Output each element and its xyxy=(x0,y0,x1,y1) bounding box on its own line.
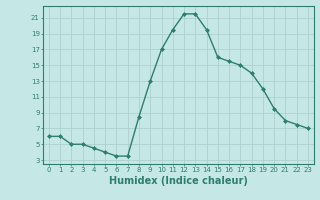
X-axis label: Humidex (Indice chaleur): Humidex (Indice chaleur) xyxy=(109,176,248,186)
